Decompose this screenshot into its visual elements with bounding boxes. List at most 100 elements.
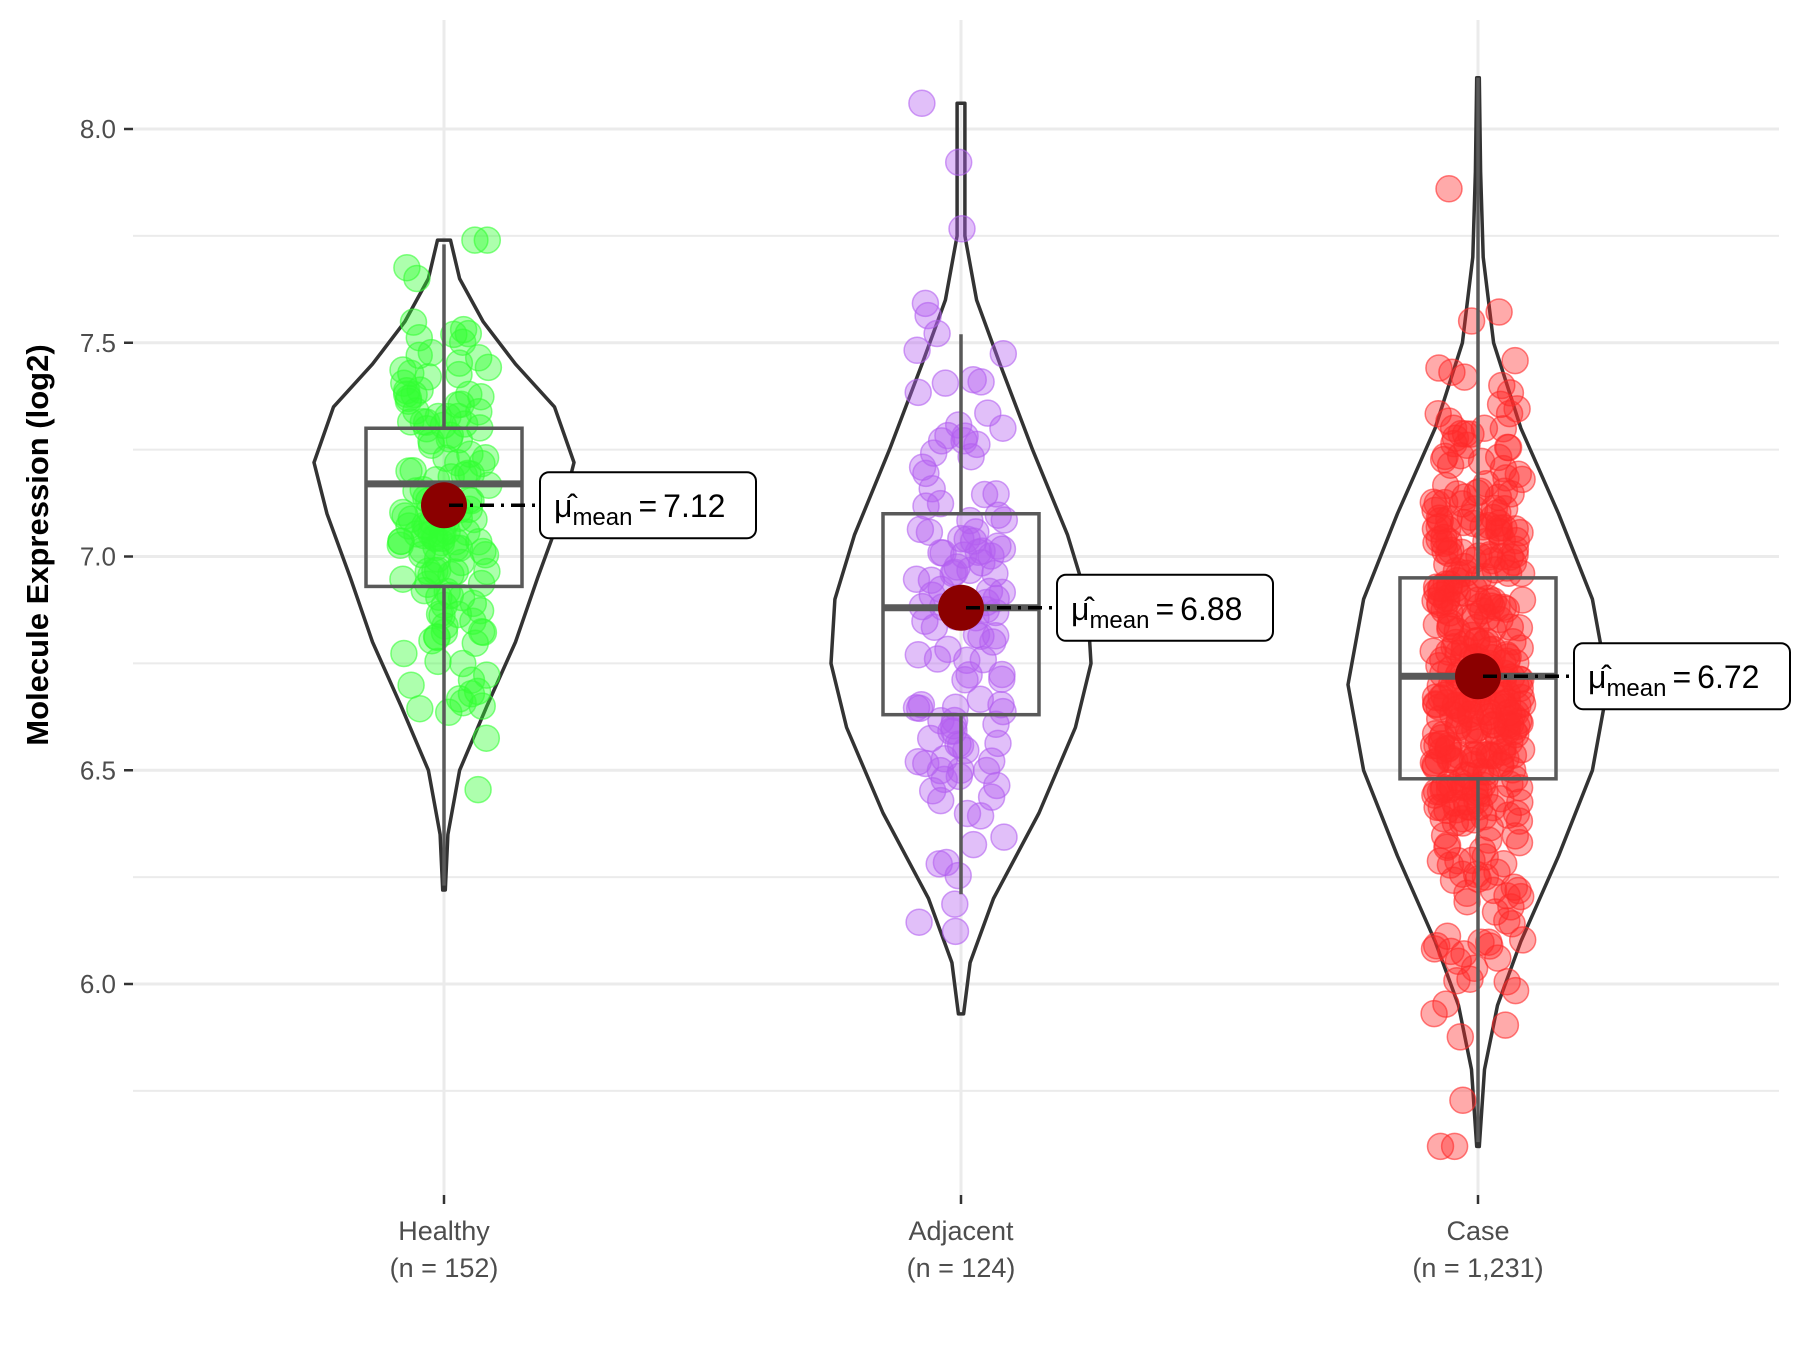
data-point [1426,1132,1455,1161]
data-point [1498,910,1526,938]
data-point [1438,700,1467,729]
data-point [1505,828,1534,857]
data-point [423,623,451,652]
boxplots [364,77,1558,1143]
data-point [907,690,936,719]
data-point [390,639,418,668]
axes: 6.0 6.5 7.0 7.5 8.0 Healthy (n = 152) Adjacent (… [80,114,1544,1283]
data-point [930,745,959,773]
data-point [389,356,417,384]
data-point [1448,860,1477,888]
data-point [1427,684,1455,712]
data-point [1425,512,1453,541]
annotation-label-box [1573,642,1791,711]
data-point [929,539,957,567]
data-point [1503,395,1531,423]
data-point [474,353,503,382]
data-point [917,566,946,594]
x-tick-label: Case [1446,1216,1509,1246]
data-point [445,349,474,377]
data-point [1430,529,1458,558]
data-point [1479,876,1508,905]
data-point [944,148,973,177]
data-point [1443,566,1471,595]
data-point [941,890,969,918]
data-point [1504,460,1533,488]
data-point [1454,761,1483,790]
mean-point [421,482,467,529]
data-point [953,799,982,828]
box-adjacent [881,512,1041,717]
data-point [1501,346,1529,375]
y-tick-label: 7.0 [80,542,116,572]
mean-point [1455,653,1501,700]
data-point [1450,940,1478,968]
data-point [1506,709,1534,737]
data-point [1484,726,1513,754]
data-point [959,830,988,859]
data-point [1493,967,1521,996]
data-point [1459,740,1488,768]
equals-sign: = [1672,659,1691,695]
data-point [944,411,973,439]
data-point [1457,307,1486,335]
data-point [409,408,438,436]
data-point [1446,1023,1475,1051]
data-point [471,541,500,569]
data-point [906,515,935,544]
data-point [912,459,940,488]
y-tick-label: 8.0 [80,114,116,144]
data-point [397,671,425,699]
data-point [974,399,1002,427]
data-point [1493,433,1522,462]
data-point [386,531,415,560]
data-point [926,489,955,518]
x-tick-label: Adjacent [908,1216,1014,1246]
data-point [434,698,463,727]
data-point [420,523,448,552]
data-point [982,480,1010,508]
annotation-label-box [539,471,757,540]
data-point [1433,831,1462,860]
mean-value: 6.72 [1697,659,1759,695]
data-point [1498,756,1527,784]
data-point [1450,363,1479,391]
data-point [449,688,477,717]
data-point [465,528,493,556]
data-point [911,289,940,318]
data-point [969,645,998,674]
mean-subscript: mean [1606,675,1666,702]
data-point [400,380,428,409]
data-point [1425,354,1453,382]
data-point [951,666,979,694]
data-point [433,577,461,606]
data-point [1453,887,1481,916]
data-point [1487,752,1515,781]
data-point [1508,926,1537,954]
data-point [977,747,1006,775]
data-point [449,315,478,344]
data-point [1446,441,1475,470]
data-point [1476,932,1504,960]
x-tick-count-label: (n = 124) [907,1253,1016,1283]
data-point [970,480,999,509]
data-point [399,308,428,336]
data-point [1430,821,1459,850]
data-point [1491,1011,1520,1039]
data-point [1440,1132,1469,1161]
data-point [422,533,450,562]
data-point [1443,966,1471,995]
y-tick-label: 6.5 [80,755,116,785]
data-point [464,775,492,804]
data-point [417,431,446,459]
equals-sign: = [638,488,657,524]
data-point [1508,465,1536,494]
data-point [904,641,933,669]
data-point [1427,730,1456,758]
box-healthy [364,426,524,589]
data-point [1436,612,1464,640]
data-point [1460,602,1489,631]
x-tick-count-label: (n = 1,231) [1412,1253,1543,1283]
data-point [923,319,951,348]
mean-value: 6.88 [1180,591,1242,627]
